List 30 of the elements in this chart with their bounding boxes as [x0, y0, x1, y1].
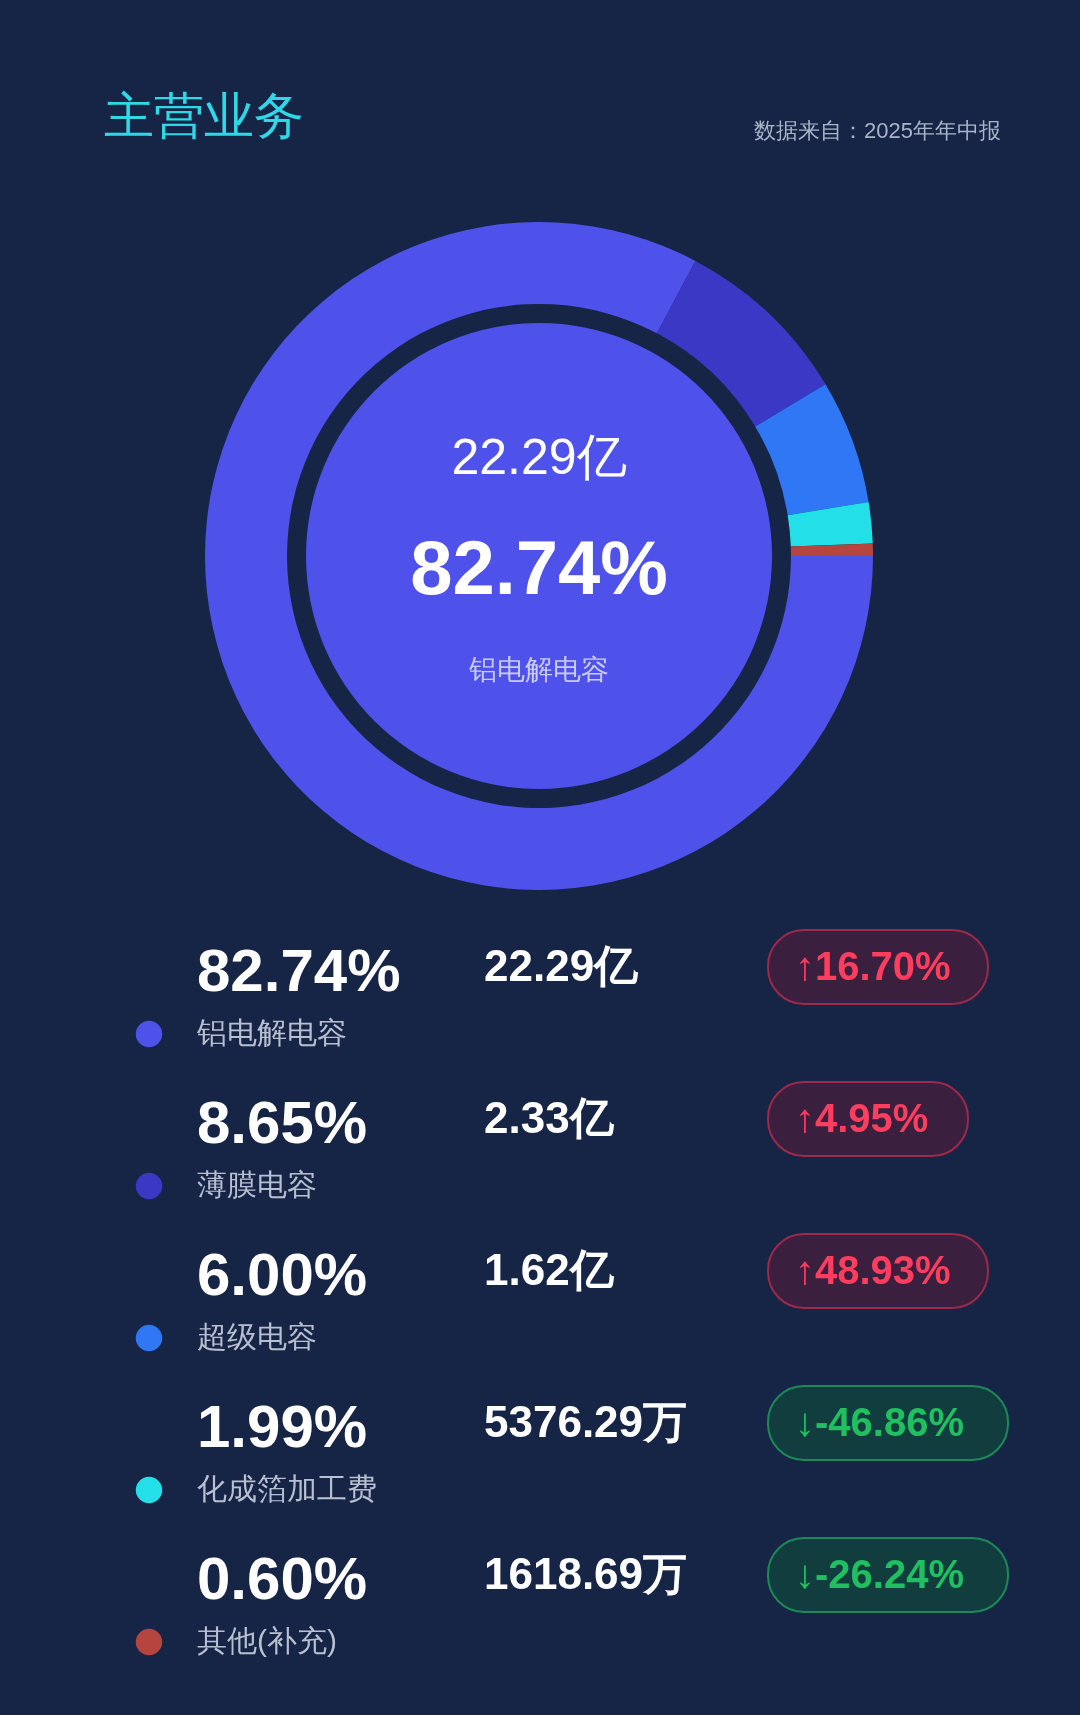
- text: 22.29亿: [451, 429, 627, 485]
- data-label: 8.65%: [197, 1089, 368, 1156]
- donut-slice: [657, 260, 826, 427]
- legend-label: 其他(补充): [197, 1624, 337, 1657]
- text: ↑4.95%: [795, 1096, 929, 1140]
- text: 22.29亿: [484, 941, 639, 990]
- donut-slice: [755, 384, 869, 516]
- data-label: 6.00%: [197, 1241, 368, 1308]
- text: ↓-26.24%: [795, 1552, 964, 1596]
- donut-slice: [205, 222, 873, 890]
- text: 数据来自：2025年年中报: [754, 118, 1001, 143]
- donut-slice: [787, 501, 873, 547]
- chart-title: 主营业务: [104, 88, 304, 144]
- legend-label: 薄膜电容: [197, 1168, 317, 1201]
- slice-label: 铝电解电容: [468, 654, 609, 685]
- data-label: 82.74%: [410, 525, 668, 610]
- text: 5376.29万: [484, 1397, 688, 1446]
- data-label: 0.60%: [197, 1545, 368, 1612]
- text: 82.74%: [197, 937, 401, 1004]
- text: 1.62亿: [484, 1245, 615, 1294]
- text: ↓-46.86%: [795, 1400, 964, 1444]
- data-label: 1.99%: [197, 1393, 368, 1460]
- donut-slice: [790, 543, 873, 556]
- legend-label: 铝电解电容: [196, 1016, 347, 1049]
- legend-label: 超级电容: [197, 1320, 317, 1353]
- text: ↑48.93%: [795, 1248, 951, 1292]
- text: 2.33亿: [484, 1093, 615, 1142]
- text: ↑16.70%: [795, 944, 951, 988]
- legend-label: 化成箔加工费: [197, 1472, 377, 1505]
- text: 1618.69万: [484, 1549, 688, 1598]
